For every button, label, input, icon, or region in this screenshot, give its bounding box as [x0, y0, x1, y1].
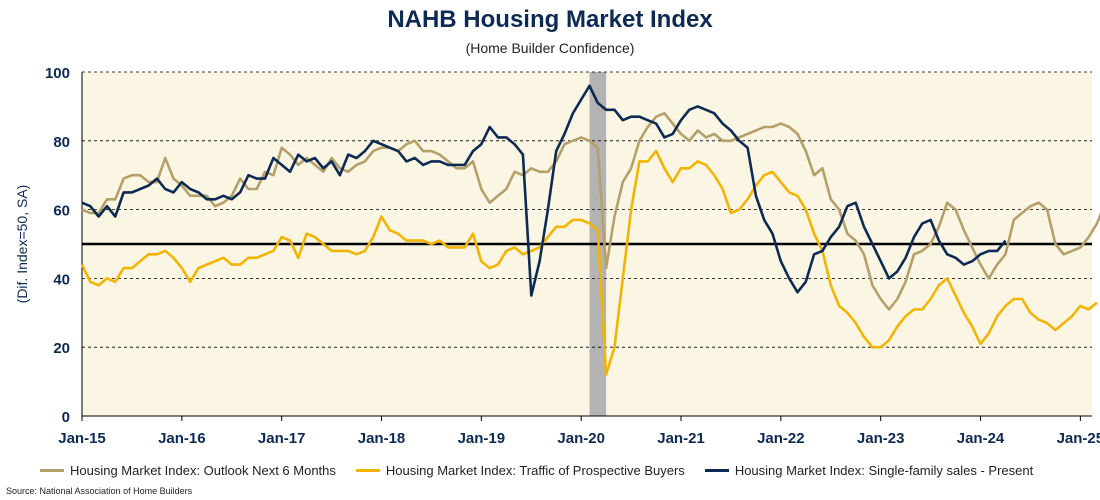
y-tick-label: 0	[62, 409, 70, 426]
y-tick-label: 60	[53, 203, 70, 220]
x-tick-label: Jan-18	[358, 430, 406, 447]
legend: Housing Market Index: Outlook Next 6 Mon…	[40, 463, 1033, 478]
x-tick-label: Jan-20	[557, 430, 605, 447]
y-tick-label: 80	[53, 134, 70, 151]
chart-subtitle: (Home Builder Confidence)	[465, 40, 635, 56]
legend-label-sales: Housing Market Index: Single-family sale…	[734, 463, 1034, 478]
x-tick-label: Jan-22	[757, 430, 805, 447]
source-note: Source: National Association of Home Bui…	[6, 486, 193, 496]
legend-swatch-sales	[704, 469, 729, 472]
chart-title: NAHB Housing Market Index	[387, 6, 713, 33]
legend-label-traffic: Housing Market Index: Traffic of Prospec…	[385, 463, 685, 478]
legend-swatch-outlook	[40, 469, 64, 472]
x-tick-label: Jan-24	[957, 430, 1005, 447]
legend-label-outlook: Housing Market Index: Outlook Next 6 Mon…	[70, 463, 336, 478]
legend-item-traffic: Housing Market Index: Traffic of Prospec…	[355, 463, 685, 478]
series-line-sales	[81, 84, 1007, 297]
x-tick-label: Jan-17	[258, 430, 306, 447]
series-line-traffic	[80, 149, 1098, 377]
y-tick-label: 20	[53, 340, 70, 357]
x-tick-label: Jan-23	[857, 430, 905, 447]
y-tick-label: 40	[53, 271, 70, 288]
x-tick-label: Jan-15	[58, 430, 106, 447]
x-tick-label: Jan-16	[158, 430, 206, 447]
y-tick-label: 100	[45, 65, 70, 82]
x-tick-label: Jan-21	[657, 430, 705, 447]
legend-swatch-traffic	[355, 469, 380, 472]
x-tick-label: Jan-25	[1057, 430, 1100, 447]
x-tick-label: Jan-19	[458, 430, 506, 447]
series-line-outlook	[81, 112, 1100, 311]
legend-item-outlook: Housing Market Index: Outlook Next 6 Mon…	[40, 463, 336, 478]
legend-item-sales: Housing Market Index: Single-family sale…	[704, 463, 1034, 478]
